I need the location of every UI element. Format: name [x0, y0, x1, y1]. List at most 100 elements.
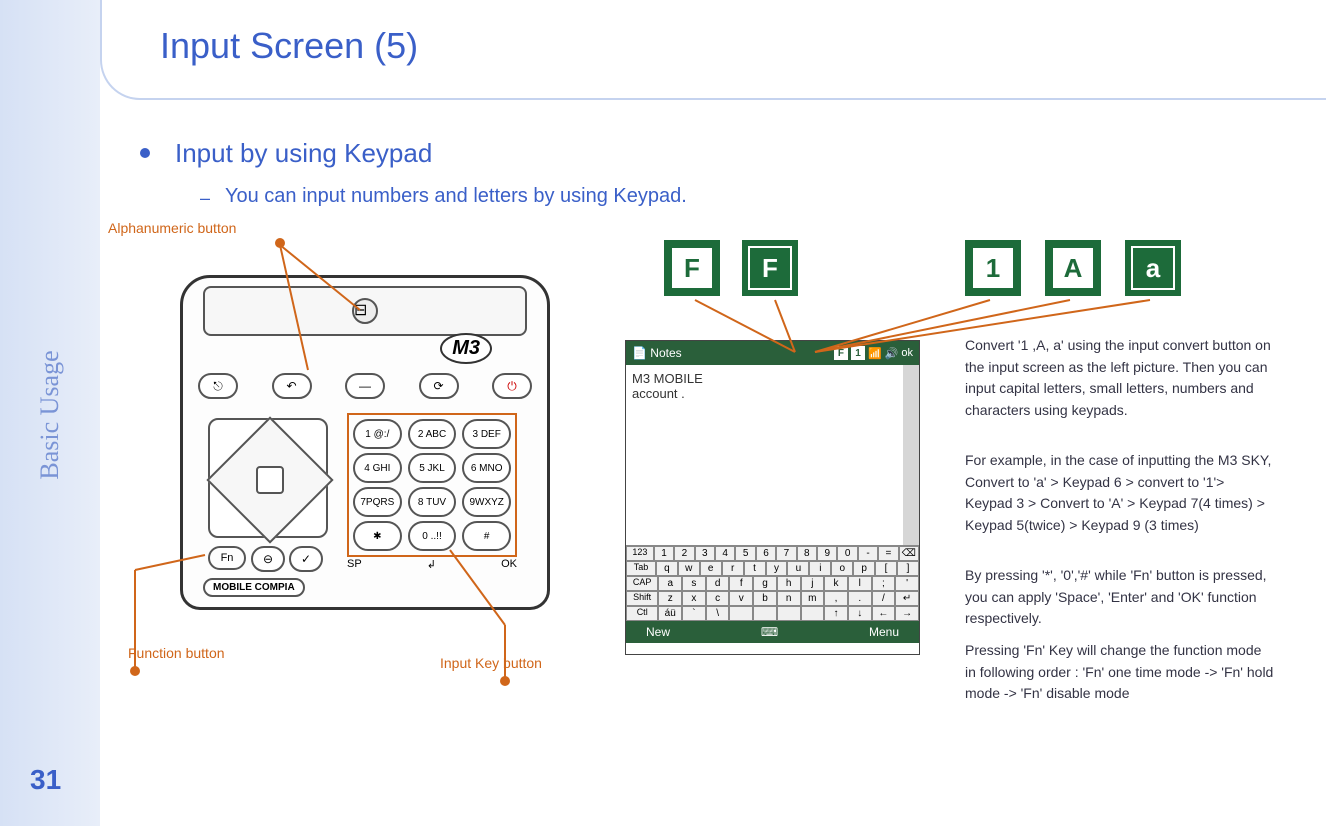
key-7: 7PQRS — [353, 487, 402, 517]
kbd-key: . — [848, 591, 872, 606]
key-call: ↶ — [272, 373, 312, 399]
kbd-key: ↓ — [848, 606, 872, 621]
kbd-key: ← — [872, 606, 896, 621]
key-dash: — — [345, 373, 385, 399]
heading: Input by using Keypad — [175, 138, 432, 169]
label-enter: ↲ — [427, 558, 436, 571]
key-0: 0 ..!! — [408, 521, 457, 551]
kbd-key: s — [682, 576, 706, 591]
tb-speaker-icon: 🔊 — [885, 347, 899, 360]
kbd-key: 1 — [654, 546, 674, 561]
key-1: 1 @:/ — [353, 419, 402, 449]
brand-label: MOBILE COMPIA — [203, 578, 305, 597]
kbd-key: o — [831, 561, 853, 576]
kbd-key: a — [658, 576, 682, 591]
fn-mode-box-2: F — [742, 240, 798, 296]
kbd-key: p — [853, 561, 875, 576]
kbd-key: ↵ — [895, 591, 919, 606]
input-mode-a: a — [1131, 246, 1175, 290]
kbd-key: y — [766, 561, 788, 576]
kbd-key: m — [801, 591, 825, 606]
onscreen-keyboard: 1231234567890-=⌫ Tabqwertyuiop[] CAPasdf… — [626, 545, 919, 621]
sub-heading: You can input numbers and letters by usi… — [225, 185, 687, 208]
key-power: ⏻ — [492, 373, 532, 399]
kbd-key: ⌫ — [899, 546, 919, 561]
label-ok: OK — [501, 558, 517, 571]
kbd-key: v — [729, 591, 753, 606]
key-end: ⟳ — [419, 373, 459, 399]
dot-func — [130, 666, 140, 676]
sub-bullet: – — [200, 188, 210, 209]
key-hash: # — [462, 521, 511, 551]
kbd-key: ↑ — [824, 606, 848, 621]
notes-line1: M3 MOBILE — [632, 371, 897, 386]
kbd-key: / — [872, 591, 896, 606]
page-number: 31 — [30, 764, 61, 796]
kbd-key: q — [656, 561, 678, 576]
notes-screenshot: 📄 Notes F 1 📶 🔊 ok M3 MOBILE account . 1… — [625, 340, 920, 655]
label-alphanumeric: Alphanumeric button — [108, 220, 236, 236]
key-check: ✓ — [289, 546, 323, 572]
kbd-key: e — [700, 561, 722, 576]
key-9: 9WXYZ — [462, 487, 511, 517]
m3-logo: M3 — [440, 333, 492, 364]
kbd-key: x — [682, 591, 706, 606]
kbd-key: ` — [682, 606, 706, 621]
kbd-key — [777, 606, 801, 621]
key-3: 3 DEF — [462, 419, 511, 449]
device-illustration: ⊟ M3 ⎋ ↶ — ⟳ ⏻ Fn ⊖ ✓ 1 @:/ 2 ABC 3 DEF … — [180, 275, 550, 610]
device-top-lamp: ⊟ — [352, 298, 378, 324]
key-6: 6 MNO — [462, 453, 511, 483]
kbd-key: i — [809, 561, 831, 576]
kbd-key: d — [706, 576, 730, 591]
fn-mode-f1: F — [670, 246, 714, 290]
tb-signal-icon: 📶 — [868, 347, 882, 360]
titlebar-icons: F 1 📶 🔊 ok — [834, 346, 913, 360]
numpad-bottom-labels: SP ↲ OK — [347, 558, 517, 571]
paragraph-3: By pressing '*', '0','#' while 'Fn' butt… — [965, 565, 1275, 630]
device-top-row: ⎋ ↶ — ⟳ ⏻ — [198, 373, 532, 399]
paragraph-2: For example, in the case of inputting th… — [965, 450, 1275, 537]
kbd-key: Shift — [626, 591, 658, 606]
kbd-key: , — [824, 591, 848, 606]
kbd-key: j — [801, 576, 825, 591]
kbd-key: - — [858, 546, 878, 561]
tb-ok: ok — [901, 347, 913, 359]
kbd-key: 8 — [797, 546, 817, 561]
kbd-key — [729, 606, 753, 621]
input-mode-box-a: a — [1125, 240, 1181, 296]
label-input-key: Input Key button — [440, 655, 542, 671]
input-mode-1: 1 — [971, 246, 1015, 290]
kbd-key: b — [753, 591, 777, 606]
kbd-key: ' — [895, 576, 919, 591]
key-2: 2 ABC — [408, 419, 457, 449]
page-title: Input Screen (5) — [160, 25, 418, 67]
kbd-key: 0 — [837, 546, 857, 561]
kbd-key: ; — [872, 576, 896, 591]
kbd-key: n — [777, 591, 801, 606]
key-4: 4 GHI — [353, 453, 402, 483]
key-esc: ⎋ — [198, 373, 238, 399]
kbd-key: 3 — [695, 546, 715, 561]
kbd-key: g — [753, 576, 777, 591]
kbd-key: 7 — [776, 546, 796, 561]
kbd-key: → — [895, 606, 919, 621]
fn-mode-box-1: F — [664, 240, 720, 296]
kbd-key: áü — [658, 606, 682, 621]
numpad: 1 @:/ 2 ABC 3 DEF 4 GHI 5 JKL 6 MNO 7PQR… — [347, 413, 517, 557]
kbd-key: ] — [897, 561, 919, 576]
kbd-key: u — [787, 561, 809, 576]
kbd-key: 2 — [674, 546, 694, 561]
kbd-key: Ctl — [626, 606, 658, 621]
kbd-key: 6 — [756, 546, 776, 561]
kbd-key: Tab — [626, 561, 656, 576]
kbd-key: [ — [875, 561, 897, 576]
notes-bottombar: New ⌨ Menu — [626, 621, 919, 643]
kbd-key: l — [848, 576, 872, 591]
dpad-center — [256, 466, 284, 494]
dpad — [208, 418, 328, 538]
kbd-key — [801, 606, 825, 621]
kbd-key: t — [744, 561, 766, 576]
notes-line2: account . — [632, 386, 897, 401]
notes-menu: Menu — [869, 625, 899, 639]
